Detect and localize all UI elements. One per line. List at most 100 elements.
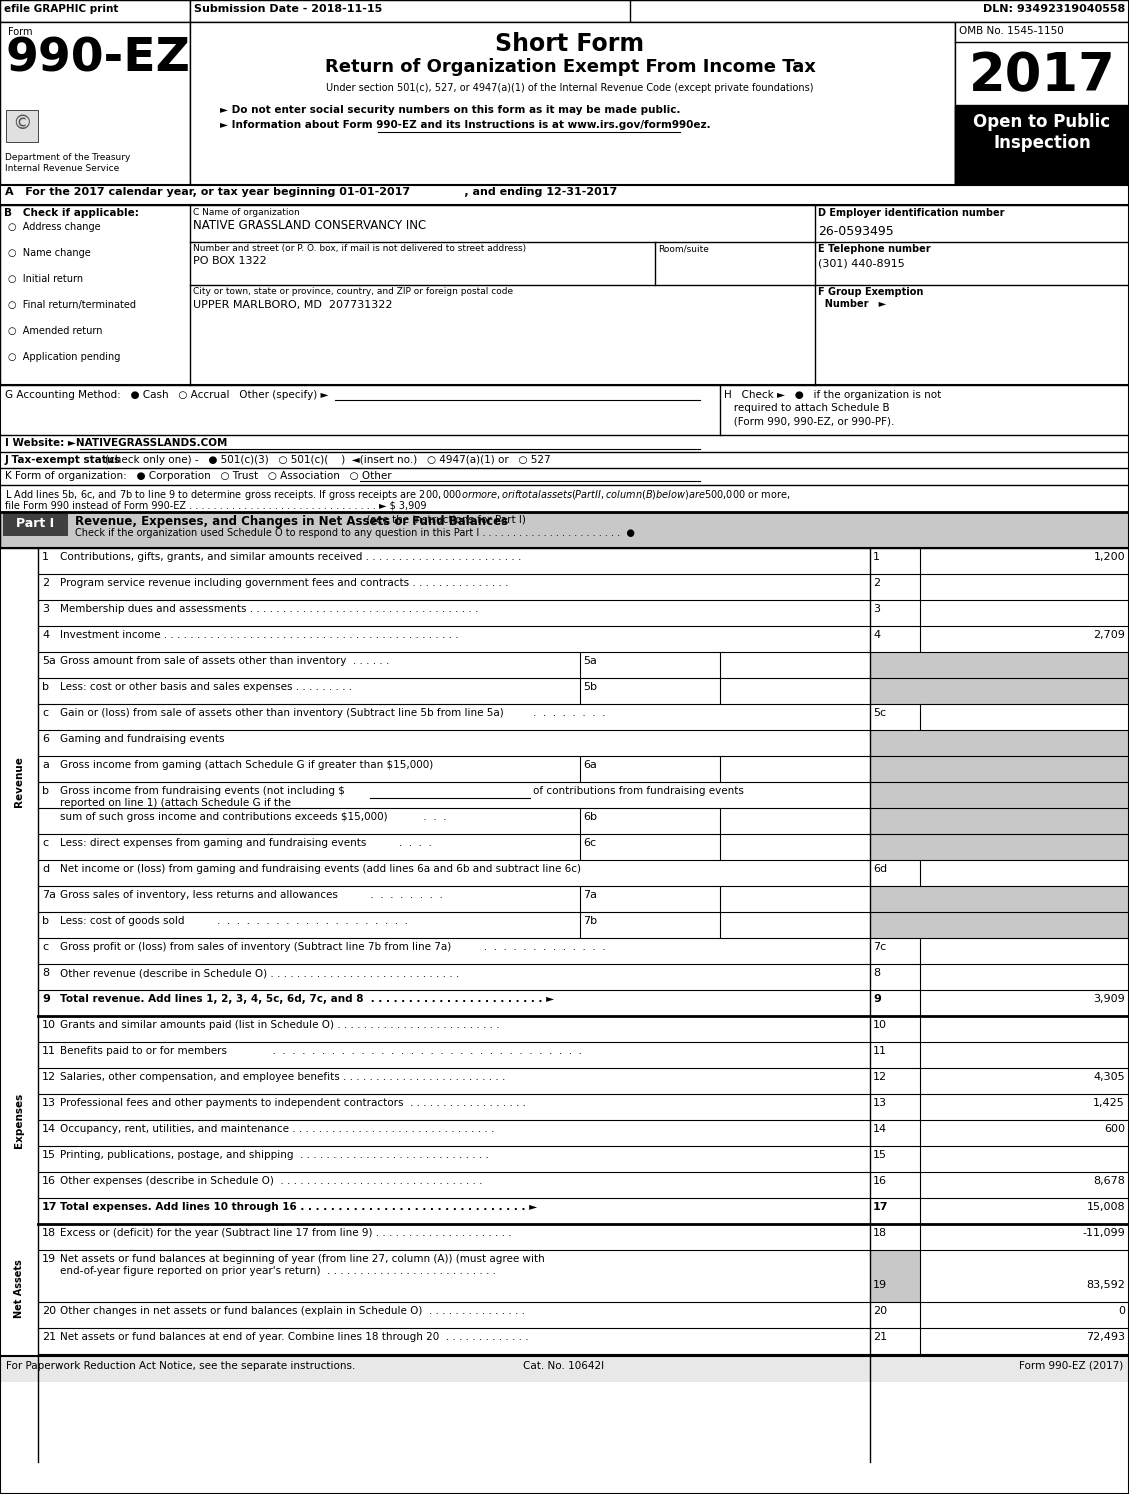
Text: Less: cost or other basis and sales expenses . . . . . . . . .: Less: cost or other basis and sales expe… [60,681,352,692]
Bar [0,0,1129,22]
Text: 6d: 6d [873,864,887,874]
Text: City or town, state or province, country, and ZIP or foreign postal code: City or town, state or province, country… [193,287,513,296]
Bar [870,678,1129,704]
Bar [870,911,1129,938]
Text: c: c [42,708,49,719]
Text: -11,099: -11,099 [1083,1228,1124,1239]
Text: Number   ►: Number ► [819,299,886,309]
Text: Salaries, other compensation, and employee benefits . . . . . . . . . . . . . . : Salaries, other compensation, and employ… [60,1073,506,1082]
Bar [870,651,1129,678]
Text: 5a: 5a [42,656,55,666]
Text: Program service revenue including government fees and contracts . . . . . . . . : Program service revenue including govern… [60,578,508,589]
Bar [870,886,1129,911]
Text: 4: 4 [42,630,50,639]
Text: 19: 19 [873,1280,887,1289]
Text: OMB No. 1545-1150: OMB No. 1545-1150 [959,25,1064,36]
Bar [190,0,630,22]
Text: Revenue, Expenses, and Changes in Net Assets or Fund Balances: Revenue, Expenses, and Changes in Net As… [75,515,508,527]
Text: of contributions from fundraising events: of contributions from fundraising events [533,786,744,796]
Text: 15,008: 15,008 [1086,1203,1124,1212]
Text: ○  Amended return: ○ Amended return [8,326,103,336]
Text: 6a: 6a [583,760,597,769]
Text: 990-EZ: 990-EZ [5,36,190,81]
Bar [0,512,1129,548]
Text: Less: direct expenses from gaming and fundraising events          .  .  .  .: Less: direct expenses from gaming and fu… [60,838,432,849]
Text: 2,709: 2,709 [1093,630,1124,639]
Text: 3,909: 3,909 [1093,994,1124,1004]
Text: Net assets or fund balances at end of year. Combine lines 18 through 20  . . . .: Net assets or fund balances at end of ye… [60,1333,528,1342]
Text: NATIVE GRASSLAND CONSERVANCY INC: NATIVE GRASSLAND CONSERVANCY INC [193,220,427,232]
Text: Gross sales of inventory, less returns and allowances          .  .  .  .  .  . : Gross sales of inventory, less returns a… [60,890,443,899]
Text: 12: 12 [873,1073,887,1082]
Bar [3,514,68,536]
Bar [870,781,1129,834]
Text: Printing, publications, postage, and shipping  . . . . . . . . . . . . . . . . .: Printing, publications, postage, and shi… [60,1150,489,1159]
Text: (check only one) -   ● 501(c)(3)   ○ 501(c)(    )  ◄(insert no.)   ○ 4947(a)(1) : (check only one) - ● 501(c)(3) ○ 501(c)(… [105,456,551,465]
Text: 17: 17 [42,1203,58,1212]
Text: 2017: 2017 [969,49,1115,102]
Text: reported on line 1) (attach Schedule G if the: reported on line 1) (attach Schedule G i… [60,798,291,808]
Text: sum of such gross income and contributions exceeds $15,000)           .  .  .: sum of such gross income and contributio… [60,813,446,822]
Text: 18: 18 [42,1228,56,1239]
Text: 1: 1 [873,551,879,562]
Text: ○  Address change: ○ Address change [8,223,100,232]
Text: Other changes in net assets or fund balances (explain in Schedule O)  . . . . . : Other changes in net assets or fund bala… [60,1306,525,1316]
Text: ○  Final return/terminated: ○ Final return/terminated [8,300,135,309]
Text: 2: 2 [873,578,881,589]
Bar [0,205,1129,385]
Text: 6: 6 [42,734,49,744]
Bar [870,834,1129,861]
Text: L Add lines 5b, 6c, and 7b to line 9 to determine gross receipts. If gross recei: L Add lines 5b, 6c, and 7b to line 9 to … [5,489,790,502]
Text: PO BOX 1322: PO BOX 1322 [193,255,266,266]
Text: Expenses: Expenses [14,1092,24,1147]
Text: ©: © [12,114,32,133]
Text: 8: 8 [873,968,881,979]
Text: end-of-year figure reported on prior year's return)  . . . . . . . . . . . . . .: end-of-year figure reported on prior yea… [60,1265,496,1276]
Text: d: d [42,864,50,874]
Text: 26-0593495: 26-0593495 [819,226,894,238]
Text: 0: 0 [1118,1306,1124,1316]
Text: ► Do not enter social security numbers on this form as it may be made public.: ► Do not enter social security numbers o… [220,105,681,115]
Text: 18: 18 [873,1228,887,1239]
Text: 7a: 7a [42,890,56,899]
Text: ○  Initial return: ○ Initial return [8,273,84,284]
Text: 14: 14 [873,1123,887,1134]
Text: 8: 8 [42,968,50,979]
Text: Submission Date - 2018-11-15: Submission Date - 2018-11-15 [194,4,383,13]
Bar [870,731,1129,756]
Text: 5a: 5a [583,656,597,666]
Text: 3: 3 [873,604,879,614]
Text: 13: 13 [873,1098,887,1109]
Text: Short Form: Short Form [496,31,645,55]
Text: 9: 9 [42,994,50,1004]
Text: Gaming and fundraising events: Gaming and fundraising events [60,734,225,744]
Text: 6c: 6c [583,838,596,849]
Bar [6,111,38,142]
Text: 72,493: 72,493 [1086,1333,1124,1342]
Text: b: b [42,786,49,796]
Text: C Name of organization: C Name of organization [193,208,300,217]
Text: K Form of organization:   ● Corporation   ○ Trust   ○ Association   ○ Other: K Form of organization: ● Corporation ○ … [5,471,392,481]
Text: 5b: 5b [583,681,597,692]
Text: (see the instructions for Part I): (see the instructions for Part I) [360,515,526,524]
Text: 20: 20 [42,1306,56,1316]
Text: 1: 1 [42,551,49,562]
Text: ○  Name change: ○ Name change [8,248,90,258]
Text: 16: 16 [42,1176,56,1186]
Text: D Employer identification number: D Employer identification number [819,208,1005,218]
Text: Department of the Treasury: Department of the Treasury [5,152,130,161]
Text: A   For the 2017 calendar year, or tax year beginning 01-01-2017              , : A For the 2017 calendar year, or tax yea… [5,187,618,197]
Text: H   Check ►   ●   if the organization is not: H Check ► ● if the organization is not [724,390,942,400]
Text: Membership dues and assessments . . . . . . . . . . . . . . . . . . . . . . . . : Membership dues and assessments . . . . … [60,604,479,614]
Text: efile GRAPHIC print: efile GRAPHIC print [5,4,119,13]
Text: (Form 990, 990-EZ, or 990-PF).: (Form 990, 990-EZ, or 990-PF). [724,415,894,426]
Text: 10: 10 [873,1020,887,1029]
Text: 600: 600 [1104,1123,1124,1134]
Bar [0,22,190,185]
Text: Total revenue. Add lines 1, 2, 3, 4, 5c, 6d, 7c, and 8  . . . . . . . . . . . . : Total revenue. Add lines 1, 2, 3, 4, 5c,… [60,994,554,1004]
Text: Gross income from gaming (attach Schedule G if greater than $15,000): Gross income from gaming (attach Schedul… [60,760,434,769]
Text: 11: 11 [873,1046,887,1056]
Text: 14: 14 [42,1123,56,1134]
Text: file Form 990 instead of Form 990-EZ . . . . . . . . . . . . . . . . . . . . . .: file Form 990 instead of Form 990-EZ . .… [5,500,427,509]
Text: I Website: ►NATIVEGRASSLANDS.COM: I Website: ►NATIVEGRASSLANDS.COM [5,438,227,448]
